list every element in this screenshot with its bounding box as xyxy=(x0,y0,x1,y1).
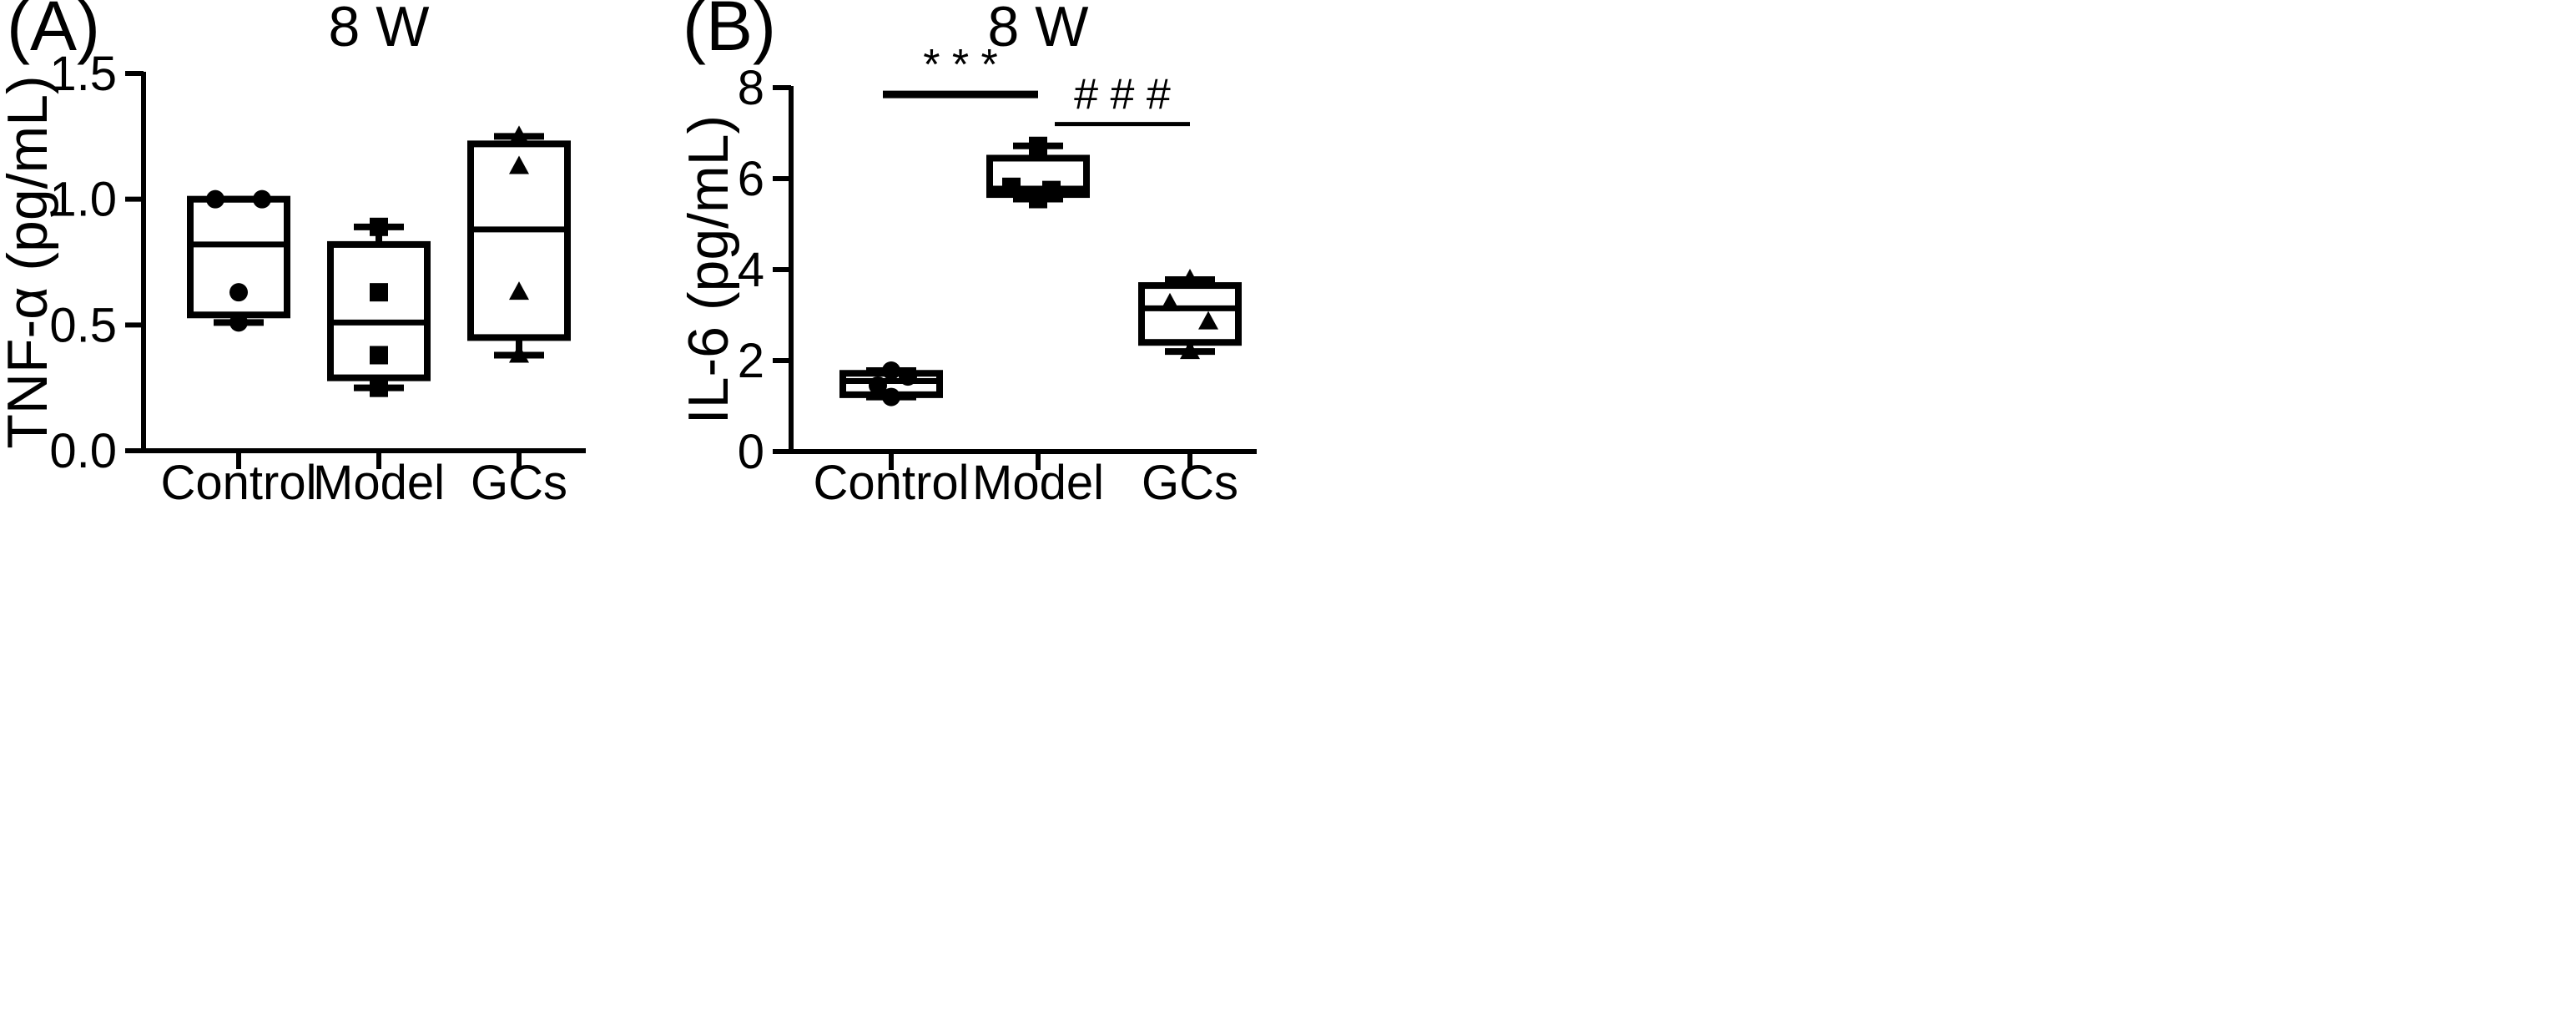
x-tick-label: Control xyxy=(814,456,970,510)
chart-title: 8 W xyxy=(329,0,430,58)
y-tick-label: 4 xyxy=(738,243,764,297)
data-point-triangle xyxy=(1180,268,1200,287)
data-point-square xyxy=(1002,177,1021,196)
data-point-square xyxy=(370,378,388,397)
data-point-square xyxy=(1029,136,1047,155)
data-point-triangle xyxy=(509,125,529,144)
x-tick-label: GCs xyxy=(471,456,567,510)
data-point-triangle xyxy=(1198,311,1218,330)
y-tick-label: 8 xyxy=(738,61,764,115)
data-point-triangle xyxy=(1160,292,1180,311)
y-tick-label: 2 xyxy=(738,334,764,388)
panel-label: (B) xyxy=(683,0,776,65)
data-point-square xyxy=(370,283,388,302)
y-tick-label: 1.5 xyxy=(49,47,117,101)
x-tick-label: Model xyxy=(313,456,445,510)
significance-label: # # # xyxy=(1074,71,1171,119)
data-point-circle xyxy=(229,283,248,302)
data-point-triangle xyxy=(1180,341,1200,360)
data-point-circle xyxy=(882,387,900,407)
chart-title: 8 W xyxy=(988,0,1089,58)
data-point-circle xyxy=(882,361,900,380)
box-iqr xyxy=(327,240,431,381)
panel-label: (A) xyxy=(7,0,100,65)
y-tick-label: 0 xyxy=(738,425,764,479)
data-point-circle xyxy=(899,367,917,386)
y-tick-label: 1.0 xyxy=(49,173,117,227)
box-control xyxy=(187,189,290,332)
y-tick-label: 0.0 xyxy=(49,424,117,478)
data-point-triangle xyxy=(509,344,529,363)
x-tick-label: GCs xyxy=(1142,456,1238,510)
x-tick-label: Control xyxy=(161,456,317,510)
x-tick-label: Model xyxy=(972,456,1104,510)
data-point-square xyxy=(370,217,388,236)
panel-b: (B) 8 W 0 2 4 6 8IL-6 (pg/mL) Control Model GCs * … xyxy=(677,0,1257,510)
data-point-square xyxy=(1029,189,1047,209)
box-model xyxy=(327,217,431,397)
y-axis-label: TNF-α (pg/mL) xyxy=(0,75,59,448)
y-axis-label: IL-6 (pg/mL) xyxy=(677,115,740,424)
box-iqr xyxy=(1138,282,1242,346)
box-model xyxy=(986,136,1090,209)
box-gcs xyxy=(467,125,571,363)
box-gcs xyxy=(1138,268,1242,360)
y-tick-label: 6 xyxy=(738,152,764,206)
y-tick-label: 0.5 xyxy=(49,298,117,352)
box-control xyxy=(839,361,943,407)
data-point-triangle xyxy=(509,155,529,174)
data-point-circle xyxy=(229,313,248,332)
significance-label: * * * xyxy=(923,41,998,89)
data-point-circle xyxy=(206,189,224,209)
data-point-triangle xyxy=(509,281,529,300)
data-point-circle xyxy=(253,189,271,209)
box-iqr xyxy=(467,140,571,341)
data-point-square xyxy=(370,346,388,365)
data-point-circle xyxy=(869,376,887,395)
